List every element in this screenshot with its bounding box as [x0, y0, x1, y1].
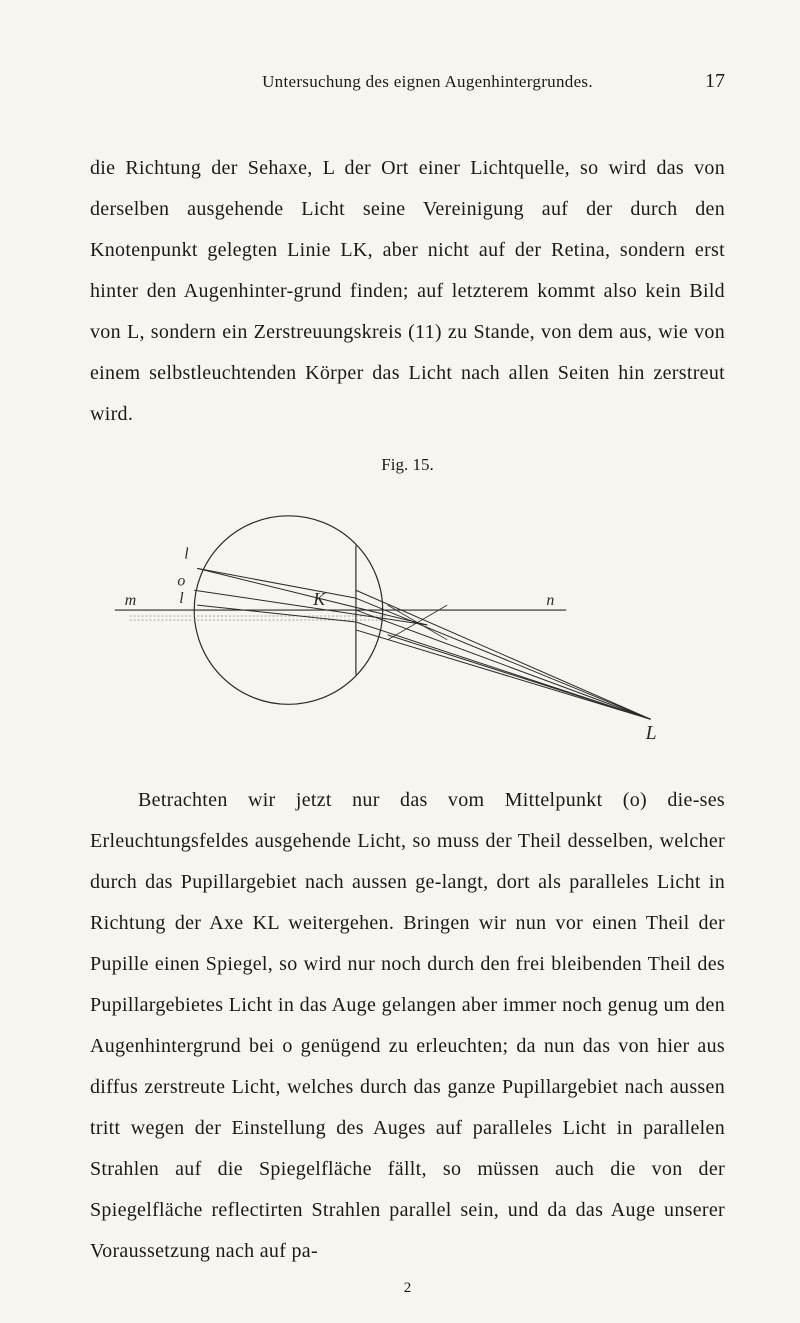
footer-number: 2	[90, 1280, 725, 1297]
label-n: n	[546, 592, 554, 609]
figure-15: l o l m K n L	[90, 490, 725, 750]
paragraph-2-text: Betrachten wir jetzt nur das vom Mittelp…	[90, 780, 725, 1272]
label-L: L	[645, 722, 657, 744]
ray-to-L-6	[388, 635, 651, 719]
ray-to-L-3	[356, 610, 651, 719]
figure-15-svg: l o l m K n L	[90, 490, 725, 750]
page-number: 17	[705, 70, 725, 93]
label-K: K	[312, 589, 326, 609]
label-m: m	[125, 592, 136, 609]
label-o: o	[177, 572, 185, 589]
ray-to-L-5	[356, 630, 651, 719]
running-title: Untersuchung des eignen Augenhintergrund…	[150, 72, 705, 92]
ray-top-1	[197, 568, 356, 598]
ray-top-2	[197, 568, 427, 625]
paragraph-2: Betrachten wir jetzt nur das vom Mittelp…	[90, 780, 725, 1272]
ray-bottom	[197, 605, 356, 622]
paragraph-1-text: die Richtung der Sehaxe, L der Ort einer…	[90, 148, 725, 435]
ray-to-L-2	[356, 598, 651, 719]
page-header: Untersuchung des eignen Augenhintergrund…	[90, 70, 725, 93]
figure-caption: Fig. 15.	[90, 455, 725, 475]
paragraph-1: die Richtung der Sehaxe, L der Ort einer…	[90, 148, 725, 435]
label-l-bottom: l	[179, 590, 184, 607]
label-l-top: l	[184, 545, 189, 562]
